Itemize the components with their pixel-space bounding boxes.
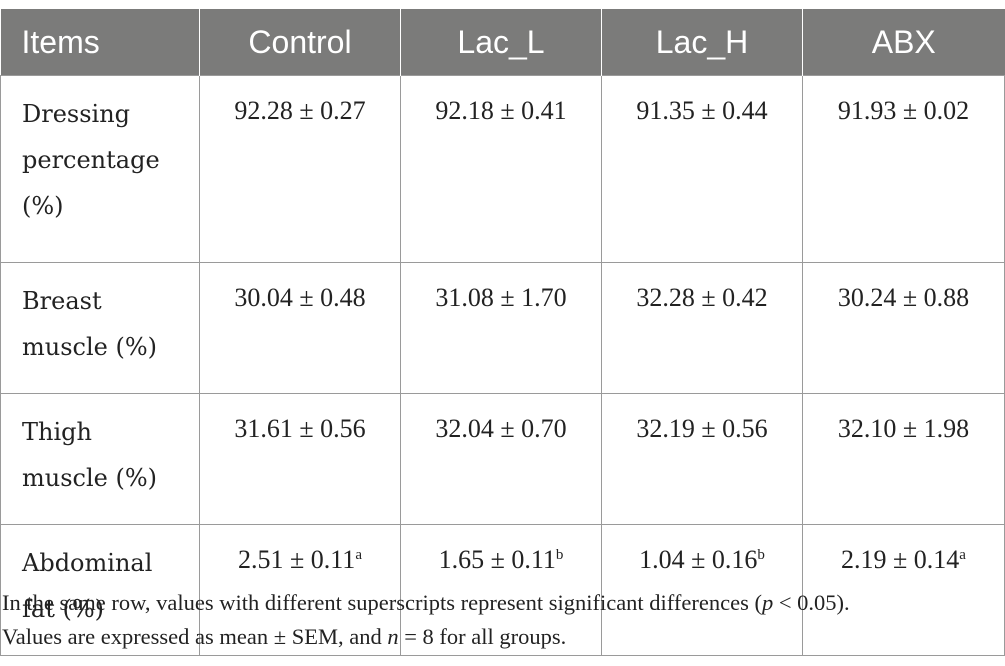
table-row: Thigh muscle (%) 31.61 ± 0.56 32.04 ± 0.7… — [0, 393, 1005, 525]
value-cell: 30.24 ± 0.88 — [802, 262, 1005, 394]
row-label: Thigh muscle (%) — [0, 393, 200, 525]
value-cell: 32.10 ± 1.98 — [802, 393, 1005, 525]
value-cell: 92.28 ± 0.27 — [199, 75, 401, 263]
value-cell: 2.19 ± 0.14a — [802, 524, 1005, 656]
value-cell: 32.28 ± 0.42 — [601, 262, 803, 394]
value-cell: 31.08 ± 1.70 — [400, 262, 602, 394]
value-cell: 1.65 ± 0.11b — [400, 524, 602, 656]
header-lac-l: Lac_L — [400, 9, 602, 76]
table-header: Items Control Lac_L Lac_H ABX — [0, 9, 1005, 76]
results-table: Items Control Lac_L Lac_H ABX Dressing pe… — [0, 9, 1005, 656]
row-label: Breast muscle (%) — [0, 262, 200, 394]
value-cell: 32.19 ± 0.56 — [601, 393, 803, 525]
header-control: Control — [199, 9, 401, 76]
table-row: Dressing percentage (%) 92.28 ± 0.27 92.18… — [0, 75, 1005, 263]
value-cell: 91.35 ± 0.44 — [601, 75, 803, 263]
row-label: Dressing percentage (%) — [0, 75, 200, 263]
value-cell: 1.04 ± 0.16b — [601, 524, 803, 656]
table-footnote: In the same row, values with different s… — [2, 586, 1002, 654]
header-abx: ABX — [802, 9, 1005, 76]
footnote-line-2: Values are expressed as mean ± SEM, and … — [2, 624, 567, 649]
value-cell: 2.51 ± 0.11a — [199, 524, 401, 656]
value-cell: 31.61 ± 0.56 — [199, 393, 401, 525]
header-lac-h: Lac_H — [601, 9, 803, 76]
value-cell: 30.04 ± 0.48 — [199, 262, 401, 394]
value-cell: 91.93 ± 0.02 — [802, 75, 1005, 263]
table-row: Abdominal fat (%) 2.51 ± 0.11a 1.65 ± 0.1… — [0, 524, 1005, 656]
header-row: Items Control Lac_L Lac_H ABX — [0, 9, 1005, 76]
table-row: Breast muscle (%) 30.04 ± 0.48 31.08 ± 1.… — [0, 262, 1005, 394]
value-cell: 92.18 ± 0.41 — [400, 75, 602, 263]
value-cell: 32.04 ± 0.70 — [400, 393, 602, 525]
footnote-line-1: In the same row, values with different s… — [2, 590, 850, 615]
row-label: Abdominal fat (%) — [0, 524, 200, 656]
header-items: Items — [0, 9, 200, 76]
